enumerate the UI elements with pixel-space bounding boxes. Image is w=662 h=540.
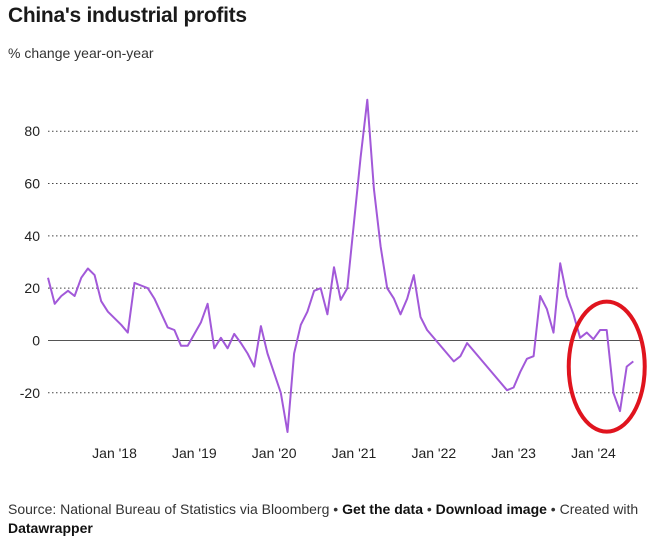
source-text: Source: National Bureau of Statistics vi…: [8, 501, 330, 517]
x-tick-label: Jan '21: [332, 445, 377, 461]
x-tick-label: Jan '23: [491, 445, 536, 461]
x-tick-label: Jan '24: [571, 445, 616, 461]
download-image-link[interactable]: Download image: [435, 501, 547, 517]
y-tick-label: 40: [24, 228, 40, 244]
chart-subtitle: % change year-on-year: [8, 45, 154, 61]
x-axis-ticks: Jan '18 Jan '19 Jan '20 Jan '21 Jan '22 Jan '…: [92, 445, 616, 461]
y-tick-label: 20: [24, 280, 40, 296]
datawrapper-link[interactable]: Datawrapper: [8, 520, 93, 536]
x-tick-label: Jan '19: [172, 445, 217, 461]
series-group: [47, 98, 634, 433]
series-line: [47, 98, 634, 433]
footer-separator: •: [329, 501, 343, 517]
x-tick-label: Jan '20: [252, 445, 297, 461]
y-tick-label: 60: [24, 176, 40, 192]
footer-separator: •: [546, 501, 560, 517]
chart-title: China's industrial profits: [8, 4, 247, 27]
y-tick-label: 0: [32, 332, 40, 348]
get-data-link[interactable]: Get the data: [342, 501, 423, 517]
created-with-text: Created with: [559, 501, 639, 517]
y-tick-label: -20: [20, 385, 40, 401]
line-chart: -20 0 20 40 60 80 Jan '18 Jan '19 Jan '20 Jan '2…: [20, 98, 647, 461]
annotation-group: [566, 299, 647, 434]
highlight-ellipse: [566, 299, 647, 434]
gridlines: [48, 130, 640, 394]
x-tick-label: Jan '22: [411, 445, 456, 461]
y-tick-label: 80: [24, 123, 40, 139]
chart-footer: Source: National Bureau of Statistics vi…: [8, 500, 658, 538]
x-tick-label: Jan '18: [92, 445, 137, 461]
footer-separator: •: [422, 501, 436, 517]
y-axis-ticks: -20 0 20 40 60 80: [20, 123, 40, 401]
